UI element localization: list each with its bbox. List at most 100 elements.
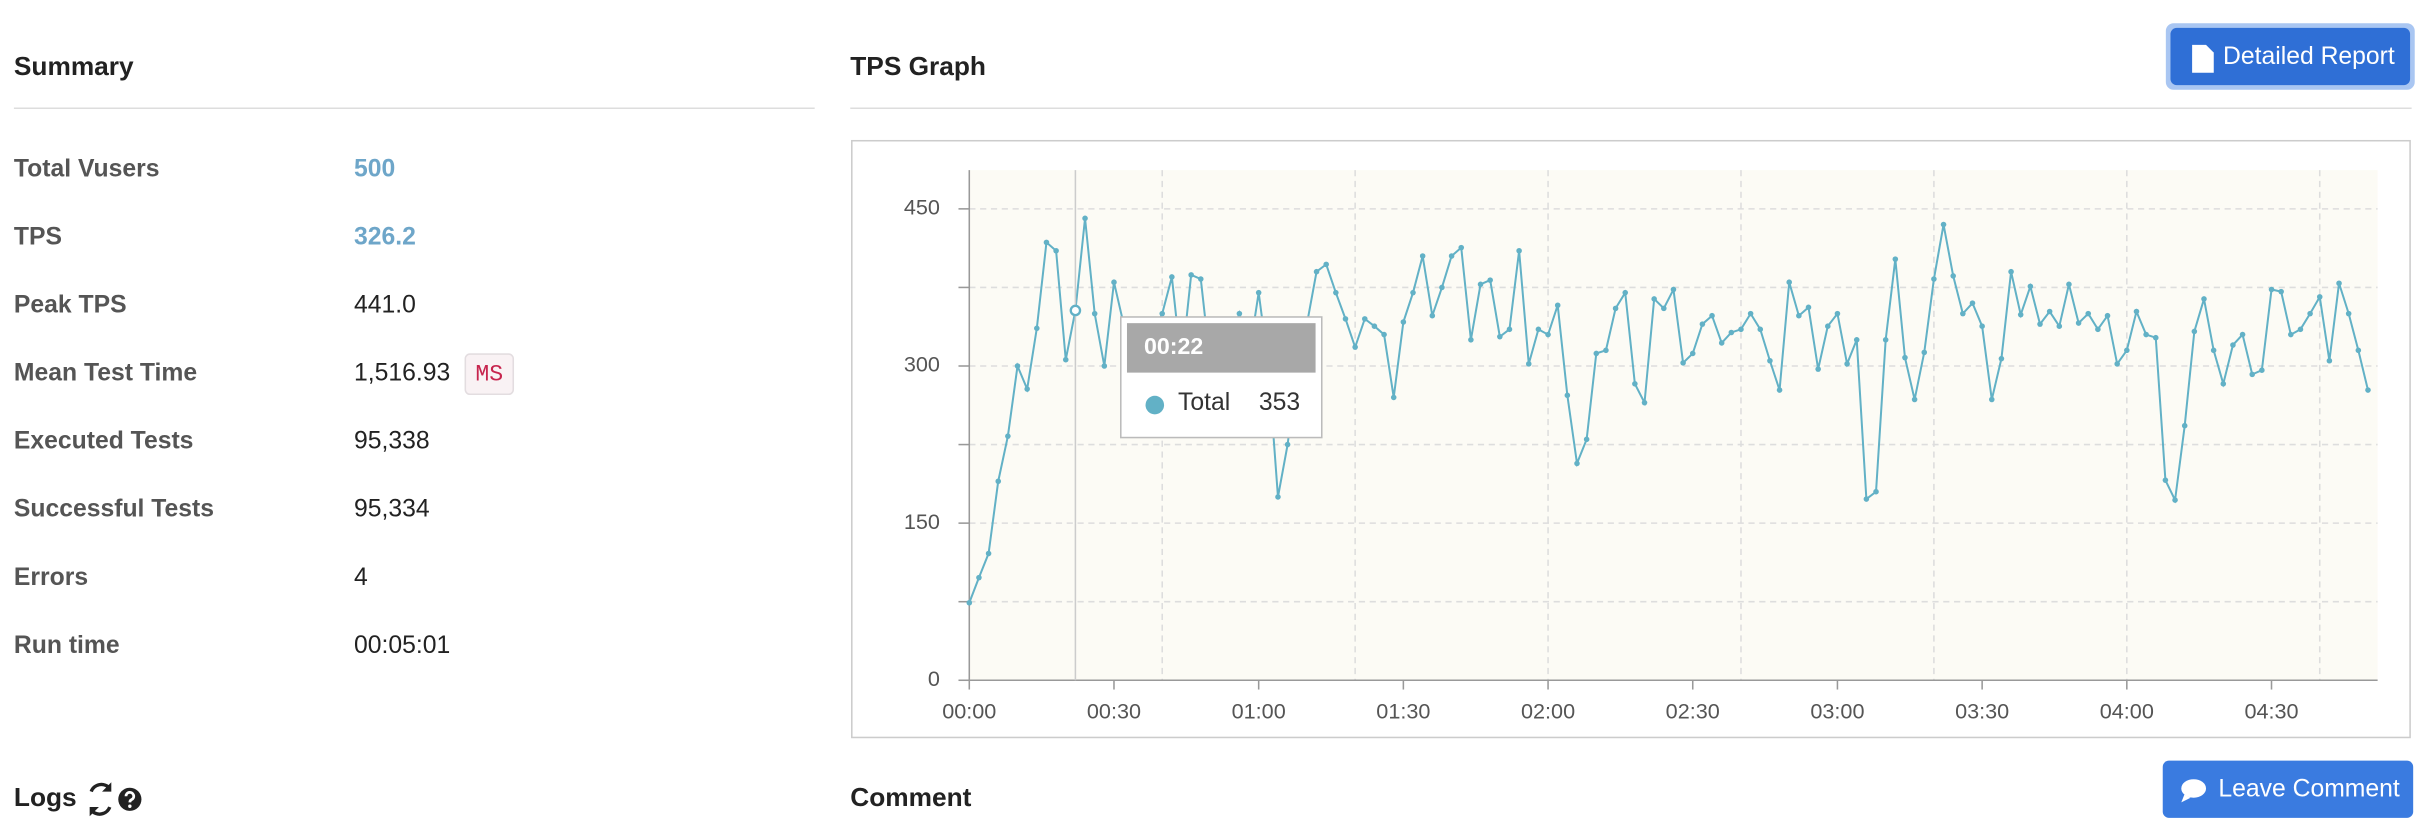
data-point	[1796, 312, 1802, 319]
data-point	[1352, 344, 1358, 350]
data-point	[985, 550, 992, 557]
data-point	[1342, 316, 1349, 322]
row-label: Successful Tests	[14, 496, 214, 523]
data-point	[1979, 323, 1985, 329]
data-point	[1439, 284, 1445, 291]
data-point	[2133, 308, 2140, 315]
tooltip-swatch	[1145, 395, 1165, 415]
data-point	[2220, 381, 2227, 387]
data-point	[1323, 261, 1329, 268]
data-point	[1815, 366, 1821, 372]
row-value: 00:05:01	[354, 632, 450, 659]
data-point	[2230, 342, 2236, 348]
row-label: Peak TPS	[14, 292, 127, 319]
data-point	[1381, 331, 1387, 338]
data-point	[2297, 326, 2304, 333]
data-point	[1284, 441, 1291, 448]
data-point	[1998, 355, 2005, 362]
data-point	[1400, 319, 1407, 325]
data-point	[1805, 304, 1812, 311]
data-point	[1593, 350, 1600, 357]
data-point	[1554, 302, 1561, 309]
unit: MS	[475, 361, 503, 387]
data-point	[1825, 323, 1831, 329]
data-point	[1718, 340, 1725, 346]
detailed-report-button[interactable]: Detailed Report	[2165, 23, 2415, 90]
data-point	[2288, 331, 2294, 338]
data-point	[2046, 308, 2053, 315]
data-point	[1709, 312, 1715, 319]
data-point	[1757, 326, 1764, 333]
x-tick-label: 04:30	[2244, 698, 2298, 723]
data-point	[1313, 268, 1320, 275]
x-tick-label: 02:00	[1521, 698, 1575, 723]
data-point	[1429, 312, 1436, 319]
data-point	[2181, 422, 2188, 429]
data-point	[1053, 247, 1059, 254]
data-point	[1169, 274, 1175, 280]
row-label: Run time	[14, 632, 120, 659]
y-tick-label: 0	[928, 666, 940, 691]
data-point	[1236, 310, 1243, 317]
data-point	[1969, 300, 1976, 306]
data-point	[1574, 460, 1580, 467]
data-point	[1680, 360, 1686, 366]
tooltip-series: Total	[1178, 389, 1230, 416]
data-point	[1863, 496, 1870, 502]
button-bg	[2170, 27, 2411, 86]
data-point	[2095, 326, 2101, 333]
refresh-icon[interactable]	[89, 782, 112, 817]
row-value: 1,516.93	[354, 360, 450, 387]
data-point	[2326, 357, 2333, 364]
file-icon	[2192, 44, 2214, 73]
plot: 0 150 300 450 00:00 00:30 01:00 01:30 02:00 02:30…	[904, 170, 2378, 723]
data-point	[1911, 396, 1918, 403]
data-point	[1448, 253, 1455, 259]
row-label: Mean Test Time	[14, 360, 197, 387]
data-point	[1458, 244, 1465, 251]
data-point	[2085, 310, 2092, 317]
row-value: 95,334	[354, 496, 430, 523]
data-point	[1786, 279, 1792, 285]
data-point	[1082, 215, 1088, 222]
tooltip-title: 00:22	[1144, 333, 1203, 359]
data-point	[1689, 350, 1696, 357]
row-value: 326.2	[354, 224, 416, 251]
data-point	[2191, 328, 2198, 335]
data-point	[1641, 399, 1648, 406]
data-point	[1612, 305, 1619, 312]
data-point	[1882, 337, 1889, 343]
x-tick-label: 00:00	[942, 698, 996, 723]
data-point	[2259, 367, 2265, 373]
data-point	[2075, 320, 2082, 326]
row-value: 500	[354, 156, 395, 183]
tooltip-value: 353	[1259, 389, 1300, 416]
data-point	[1603, 347, 1609, 354]
button-bg	[2162, 760, 2414, 818]
tooltip-header	[1126, 323, 1316, 373]
data-point	[1014, 363, 1021, 369]
comment-title: Comment	[850, 782, 971, 812]
summary-table: Total Vusers 500 TPS 326.2 Peak TPS 441.…	[14, 156, 515, 659]
data-point	[2008, 268, 2014, 275]
data-point	[1950, 273, 1956, 279]
x-tick-label: 02:30	[1666, 698, 1720, 723]
x-tick-label: 01:00	[1232, 698, 1286, 723]
data-point	[2143, 331, 2149, 338]
data-point	[1728, 329, 1735, 336]
data-point	[2201, 296, 2207, 302]
data-point	[1516, 247, 1522, 254]
help-icon[interactable]	[118, 787, 142, 811]
summary-title: Summary	[14, 51, 134, 81]
data-point	[2152, 334, 2159, 341]
y-tick-label: 450	[904, 195, 940, 220]
data-point	[2114, 361, 2120, 367]
data-point	[1545, 331, 1551, 338]
x-tick-label: 01:30	[1376, 698, 1430, 723]
leave-comment-button[interactable]: Leave Comment	[2162, 760, 2414, 818]
data-point	[1410, 289, 1416, 296]
data-point	[2316, 294, 2323, 300]
help-mark	[124, 790, 136, 803]
data-point	[1091, 310, 1098, 317]
